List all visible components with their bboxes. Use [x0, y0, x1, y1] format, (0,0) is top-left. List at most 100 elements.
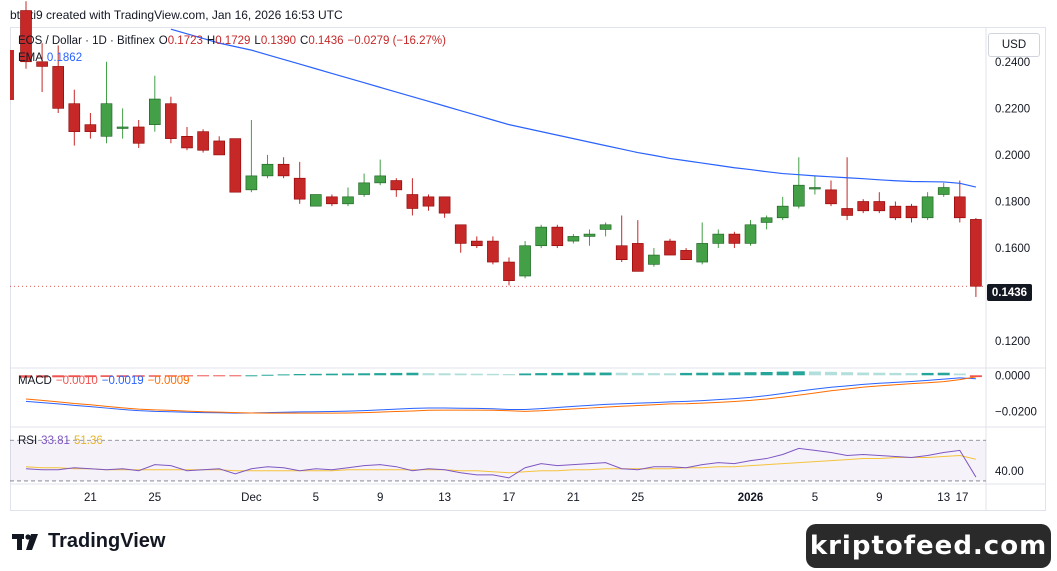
time-tick-label: 9: [876, 492, 882, 504]
macd-histogram-bar: [535, 373, 548, 376]
candle-body: [567, 236, 580, 242]
rsi-band: [10, 440, 986, 481]
grid-layer: [10, 28, 1046, 511]
candle-body: [712, 233, 725, 244]
time-tick-label: Dec: [241, 492, 262, 504]
chart-frame: [10, 27, 1046, 511]
macd-histogram-bar: [100, 375, 113, 377]
watermark: kriptofeed.com: [806, 524, 1051, 568]
tradingview-brand[interactable]: TradingView: [12, 530, 165, 553]
macd-histogram-bar: [680, 372, 693, 376]
candle-body: [744, 224, 757, 244]
time-tick-label: 21: [84, 492, 97, 504]
price-tick-label: 0.2400: [995, 57, 1030, 69]
macd-histogram-bar: [84, 375, 97, 378]
macd-histogram-bar: [696, 372, 709, 376]
macd-histogram-bar: [519, 373, 532, 376]
ema-label: EMA: [18, 52, 43, 64]
candle-body: [470, 240, 483, 247]
macd-label: MACD: [18, 375, 52, 387]
currency-button[interactable]: USD: [988, 33, 1040, 57]
macd-histogram-bar: [503, 374, 515, 376]
rsi-pane: [10, 439, 986, 482]
macd-histogram-bar: [905, 373, 918, 376]
ema-legend[interactable]: EMA 0.1862: [18, 52, 86, 64]
main-legend[interactable]: EOS / Dollar · 1D · Bitfinex O0.1723 H0.17…: [18, 35, 450, 47]
time-tick-label: 2026: [738, 492, 764, 504]
price-tick-label: 0.1200: [995, 336, 1030, 348]
candle-body: [648, 254, 660, 265]
macd-histogram-bar: [325, 373, 338, 376]
candle-body: [20, 10, 32, 63]
rsi-value: 33.81: [41, 435, 70, 447]
symbol-label: EOS / Dollar · 1D · Bitfinex: [18, 35, 155, 47]
candle-body: [825, 189, 837, 205]
close-value: 0.1436: [308, 35, 344, 47]
candle-body: [953, 196, 966, 219]
macd-histogram-bar: [873, 372, 886, 376]
macd-histogram-bar: [197, 375, 210, 377]
price-tick-label: 0.2000: [995, 150, 1030, 162]
time-tick-label: 5: [812, 492, 818, 504]
macd-tick-label: −0.0200: [995, 407, 1037, 419]
candle-body: [889, 205, 902, 219]
macd-tick-label: 0.0000: [995, 370, 1030, 382]
macd-histogram-bar: [583, 372, 596, 376]
macd-histogram-bar: [438, 373, 451, 376]
candle-body: [68, 103, 81, 132]
macd-signal-value: −0.0009: [147, 375, 190, 387]
ema-line: [170, 28, 977, 188]
macd-legend[interactable]: MACD −0.0010 −0.0019 −0.0009: [18, 375, 194, 387]
axes-layer: 0.12000.14000.16000.18000.20000.22000.24…: [84, 57, 1037, 504]
candle-body: [293, 177, 306, 200]
macd-line-value: −0.0019: [101, 375, 144, 387]
candle-body: [680, 250, 692, 261]
candle-body: [857, 201, 870, 212]
macd-histogram-bar: [712, 372, 725, 376]
candle-body: [116, 126, 129, 129]
macd-histogram-bar: [229, 375, 242, 377]
candle-body: [149, 98, 161, 125]
macd-histogram-bar: [744, 372, 757, 376]
candle-body: [664, 240, 676, 256]
macd-histogram-bar: [68, 375, 81, 378]
rsi-legend[interactable]: RSI 33.81 51.36: [18, 435, 107, 447]
macd-histogram-bar: [406, 372, 419, 376]
time-tick-label: 13: [937, 492, 950, 504]
macd-histogram-bar: [148, 375, 161, 377]
candle-body: [921, 196, 934, 219]
candle-body: [776, 205, 789, 219]
macd-histogram-bar: [52, 375, 65, 378]
candle-body: [728, 233, 741, 244]
tradingview-logo-icon: [12, 532, 42, 552]
close-label: C: [300, 35, 309, 47]
macd-histogram-bar: [358, 373, 371, 376]
macd-histogram-bar: [937, 372, 950, 376]
macd-histogram-bar: [293, 374, 306, 376]
macd-signal-line: [25, 376, 976, 414]
brand-name: TradingView: [48, 530, 166, 552]
time-tick-label: 13: [438, 492, 451, 504]
macd-histogram-bar: [857, 372, 870, 376]
macd-histogram-bar: [36, 375, 49, 378]
macd-histogram-bar: [792, 371, 805, 376]
macd-histogram-bar: [599, 372, 612, 376]
open-value: 0.1723: [167, 35, 203, 47]
macd-histogram-bar: [567, 372, 580, 376]
macd-histogram-bar: [213, 375, 226, 377]
candle-body: [261, 163, 274, 177]
macd-histogram-bar: [953, 373, 966, 376]
macd-histogram-bar: [551, 372, 564, 376]
macd-histogram-bar: [374, 373, 387, 376]
time-tick-label: 25: [631, 492, 644, 504]
high-label: H: [206, 35, 216, 47]
last-price-tag: 0.1436: [987, 284, 1032, 301]
macd-histogram-bar: [808, 371, 821, 376]
candle-body: [519, 245, 531, 277]
macd-histogram-bar: [921, 372, 934, 376]
candle-body: [165, 103, 177, 139]
macd-histogram-bar: [277, 374, 290, 376]
candle-body: [326, 196, 338, 205]
candle-body-clipped: [10, 50, 14, 100]
